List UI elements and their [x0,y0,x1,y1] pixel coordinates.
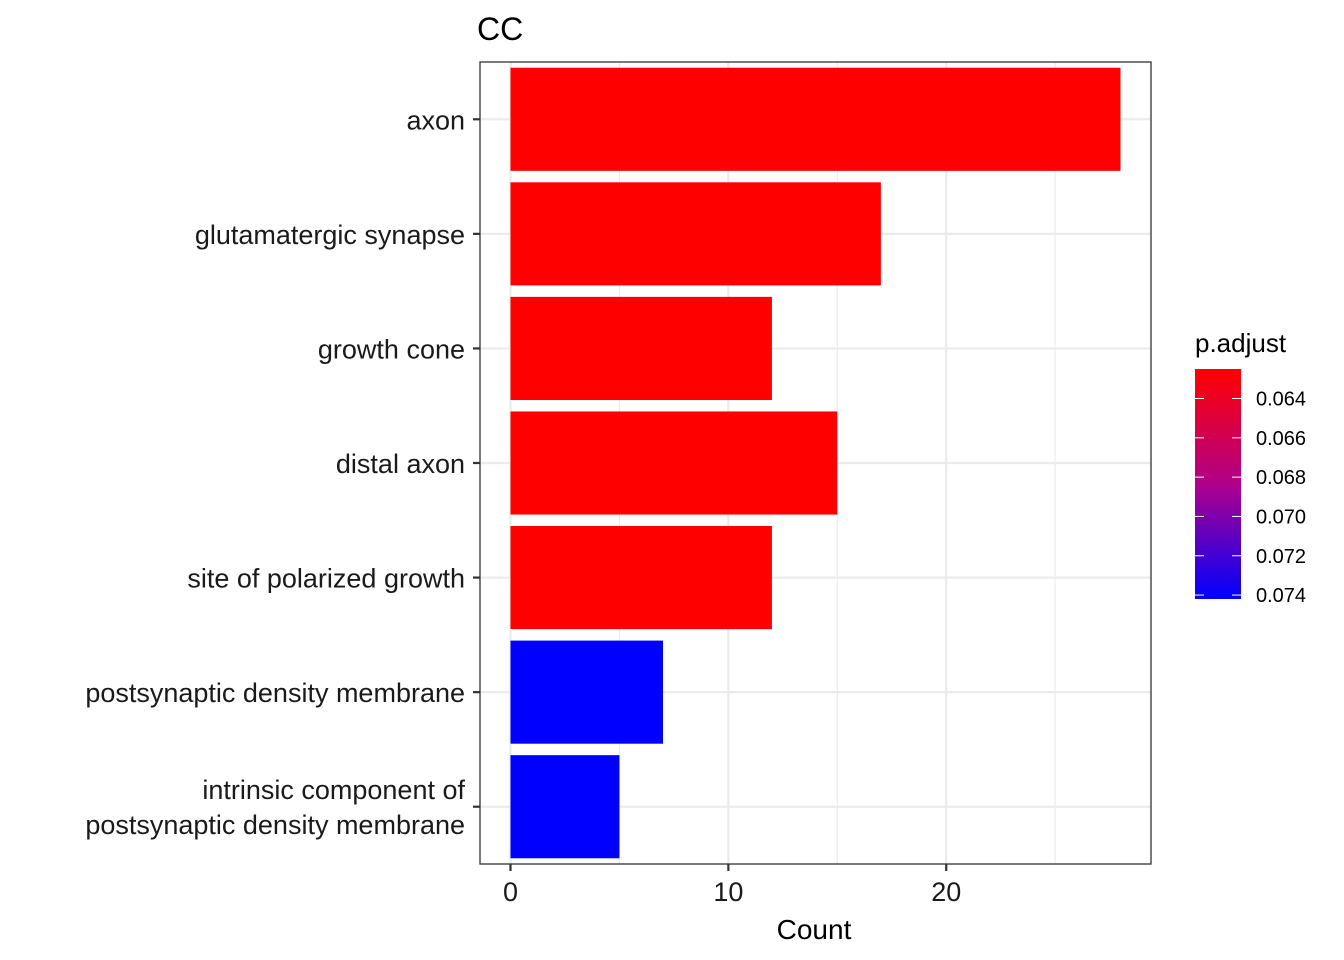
bar [510,526,772,630]
x-tick-label: 10 [713,877,743,907]
bar [510,640,663,744]
y-tick-label: postsynaptic density membrane [85,678,465,708]
y-tick-label: axon [406,105,465,135]
x-axis: 0 10 20 [503,864,961,907]
x-tick-label: 20 [931,877,961,907]
legend-tick-label: 0.064 [1256,388,1306,410]
y-axis: axon glutamatergic synapse growth cone dist… [85,105,480,840]
legend: p.adjust 0.064 0.066 0.068 0.070 0.072 0.074 [1195,328,1306,607]
x-axis-label: Count [777,914,852,945]
bar [510,411,838,515]
legend-title: p.adjust [1195,328,1287,358]
y-tick-label: site of polarized growth [187,564,465,594]
legend-ticks: 0.064 0.066 0.068 0.070 0.072 0.074 [1195,388,1306,607]
legend-tick-label: 0.072 [1256,546,1306,568]
y-tick-label: distal axon [336,449,465,479]
legend-colorbar [1195,369,1241,599]
bars [510,67,1121,859]
legend-tick-label: 0.070 [1256,506,1306,528]
legend-tick-label: 0.066 [1256,428,1306,450]
bar [510,755,620,859]
y-tick-label: intrinsic component of postsynaptic densi… [85,775,465,840]
y-tick-label: glutamatergic synapse [195,220,465,250]
chart-title: CC [477,11,523,47]
y-tick-label: growth cone [318,334,465,364]
bar [510,67,1121,171]
bar [510,296,772,400]
legend-tick-label: 0.068 [1256,467,1306,489]
bar [510,182,881,286]
x-tick-label: 0 [503,877,518,907]
legend-tick-label: 0.074 [1256,585,1306,607]
